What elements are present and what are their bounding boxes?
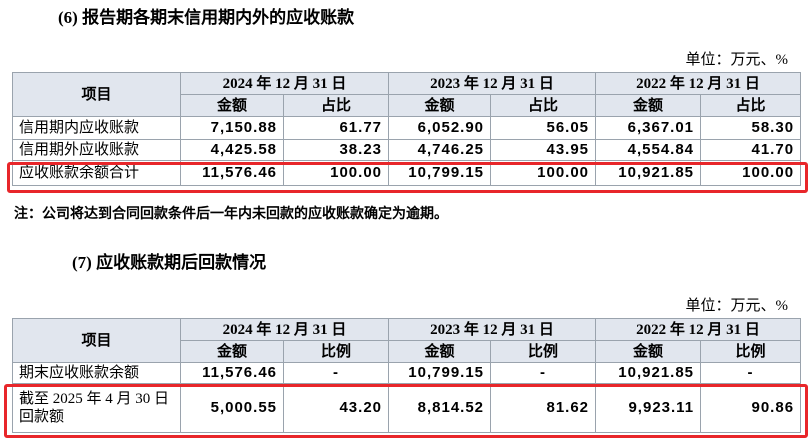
header-cell: 项目 <box>12 318 181 363</box>
value-cell: 61.77 <box>282 116 390 140</box>
header-cell: 2024 年 12 月 31 日 <box>179 318 390 341</box>
header-cell: 2023 年 12 月 31 日 <box>388 318 597 341</box>
value-cell: 56.05 <box>490 116 597 140</box>
value-cell: 4,425.58 <box>180 139 284 161</box>
unit-label: 单位：万元、% <box>685 298 789 314</box>
header-cell: 金额 <box>180 340 284 363</box>
data-row: 信用期内应收账款 7,150.88 61.77 6,052.90 56.05 6,367.… <box>12 116 802 140</box>
header-cell: 2023 年 12 月 31 日 <box>388 72 597 95</box>
value-cell: 4,746.25 <box>388 139 492 161</box>
header-cell: 金额 <box>388 94 492 117</box>
value-cell: 5,000.55 <box>180 383 284 433</box>
header-row: 金额 占比 金额 占比 金额 占比 <box>13 94 802 117</box>
value-cell: 38.23 <box>282 139 390 161</box>
value-cell: 81.62 <box>490 383 597 433</box>
value-cell: 43.95 <box>490 139 597 161</box>
data-table: 项目 2024 年 12 月 31 日 2023 年 12 月 31 日 2022 年… <box>12 72 802 186</box>
header-cell: 占比 <box>282 94 390 117</box>
header-cell: 比例 <box>282 340 390 363</box>
header-cell: 2022 年 12 月 31 日 <box>595 318 802 341</box>
value-cell: 41.70 <box>700 139 802 161</box>
value-cell: 9,923.11 <box>595 383 702 433</box>
header-cell: 金额 <box>180 94 284 117</box>
unit-label: 单位：万元、% <box>685 52 789 68</box>
highlight-box <box>4 384 808 438</box>
value-cell: 11,576.46 <box>180 362 284 384</box>
data-table: 项目 2024 年 12 月 31 日 2023 年 12 月 31 日 2022 年… <box>12 318 802 433</box>
header-cell: 项目 <box>12 72 181 117</box>
header-cell: 金额 <box>595 94 702 117</box>
header-cell: 占比 <box>490 94 597 117</box>
header-row: 项目 2024 年 12 月 31 日 2023 年 12 月 31 日 2022 年… <box>12 318 802 363</box>
data-row: 截至 2025 年 4 月 30 日回款额 5,000.55 43.20 8,814.… <box>12 383 802 433</box>
value-cell: 6,367.01 <box>595 116 702 140</box>
data-row: 期末应收账款余额 11,576.46-10,799.15-10,921.85- <box>12 362 802 384</box>
row-label: 期末应收账款余额 <box>12 362 181 384</box>
header-cell: 比例 <box>700 340 802 363</box>
value-cell: 7,150.88 <box>180 116 284 140</box>
value-cell: - <box>490 362 597 384</box>
header-cell: 2022 年 12 月 31 日 <box>595 72 802 95</box>
note: 注：公司将达到合同回款条件后一年内未回款的应收账款确定为逾期。 <box>14 207 448 222</box>
value-cell: 90.86 <box>700 383 802 433</box>
value-cell: 58.30 <box>700 116 802 140</box>
data-row: 信用期外应收账款 4,425.58 38.23 4,746.25 43.95 4,554.… <box>12 139 802 161</box>
row-label: 信用期外应收账款 <box>12 139 181 161</box>
value-cell: - <box>282 362 390 384</box>
header-cell: 2024 年 12 月 31 日 <box>179 72 390 95</box>
row-label: 信用期内应收账款 <box>12 116 181 140</box>
highlight-box <box>7 162 808 193</box>
value-cell: 43.20 <box>282 383 390 433</box>
value-cell: - <box>700 362 802 384</box>
value-cell: 11,576.46 <box>180 160 284 186</box>
value-cell: 10,799.15 <box>388 362 492 384</box>
section-title: (7) 应收账款期后回款情况 <box>72 253 267 272</box>
value-cell: 4,554.84 <box>595 139 702 161</box>
header-cell: 金额 <box>388 340 492 363</box>
header-cell: 比例 <box>490 340 597 363</box>
header-cell: 占比 <box>700 94 802 117</box>
section-title: (6) 报告期各期末信用期内外的应收账款 <box>58 8 355 27</box>
header-cell: 金额 <box>595 340 702 363</box>
value-cell: 10,921.85 <box>595 362 702 384</box>
header-row: 项目 2024 年 12 月 31 日 2023 年 12 月 31 日 2022 年… <box>12 72 802 117</box>
value-cell: 6,052.90 <box>388 116 492 140</box>
value-cell: 8,814.52 <box>388 383 492 433</box>
